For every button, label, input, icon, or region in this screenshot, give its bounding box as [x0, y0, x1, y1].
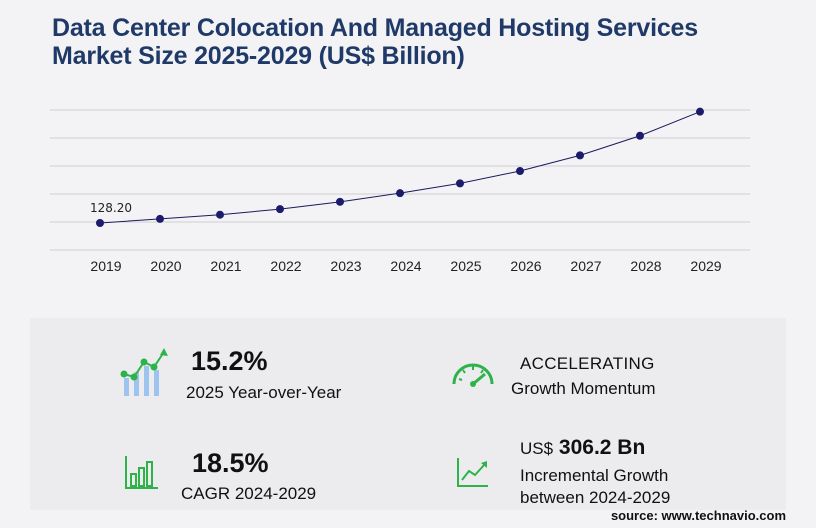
source-note: source: www.technavio.com — [610, 508, 786, 523]
series-line — [99, 111, 701, 224]
yoy-value: 15.2% — [191, 346, 268, 376]
data-point — [696, 107, 704, 116]
cagr-label: CAGR 2024-2029 — [181, 484, 317, 503]
data-point — [636, 131, 644, 140]
data-point — [396, 189, 404, 198]
x-tick-label: 2027 — [570, 258, 601, 274]
x-tick-label: 2026 — [510, 258, 541, 274]
cagr-value: 18.5% — [192, 448, 269, 478]
data-point — [456, 179, 464, 188]
x-axis-ticks: 2019 2020 2021 2022 2023 2024 2025 2026 2027 2028… — [90, 258, 721, 274]
chart-title-line-1: Data Center Colocation And Managed Hosti… — [52, 14, 698, 42]
x-tick-label: 2019 — [90, 258, 121, 274]
incremental-label-line-2: between 2024-2029 — [520, 488, 671, 507]
x-tick-label: 2020 — [150, 258, 181, 274]
x-tick-label: 2023 — [330, 258, 361, 274]
speedometer-icon — [452, 363, 494, 387]
data-point — [156, 214, 164, 223]
x-tick-label: 2025 — [450, 258, 481, 274]
chart-title: Data Center Colocation And Managed Hosti… — [52, 14, 772, 70]
x-tick-label: 2021 — [210, 258, 241, 274]
data-point — [96, 219, 104, 228]
incremental-label-line-1: Incremental Growth — [520, 466, 669, 485]
x-tick-label: 2029 — [690, 258, 721, 274]
data-point — [576, 151, 584, 160]
data-label: 128.20 — [90, 201, 132, 215]
data-point — [516, 167, 524, 176]
x-tick-label: 2022 — [270, 258, 301, 274]
stats-panel — [30, 318, 786, 510]
x-tick-label: 2028 — [630, 258, 661, 274]
bar-line-chart-icon — [120, 348, 168, 396]
incremental-value: US$ 306.2 Bn — [520, 436, 645, 460]
x-tick-label: 2024 — [390, 258, 421, 274]
line-chart: 128.20 2019 2020 2021 2022 2023 2024 2025 2026 2… — [50, 107, 750, 274]
data-point — [276, 205, 284, 214]
data-point — [216, 210, 224, 219]
chart-grid — [50, 109, 750, 251]
momentum-title: ACCELERATING — [520, 354, 655, 373]
chart-series: 128.20 — [90, 107, 704, 228]
incremental-prefix: US$ — [520, 439, 554, 458]
momentum-label: Growth Momentum — [511, 379, 656, 398]
trend-up-icon — [457, 458, 488, 487]
bar-chart-icon — [125, 456, 158, 489]
incremental-amount: 306.2 Bn — [558, 436, 646, 459]
yoy-label: 2025 Year-over-Year — [186, 383, 342, 402]
chart-title-line-2: Market Size 2025-2029 (US$ Billion) — [52, 42, 465, 70]
data-point — [336, 197, 344, 206]
